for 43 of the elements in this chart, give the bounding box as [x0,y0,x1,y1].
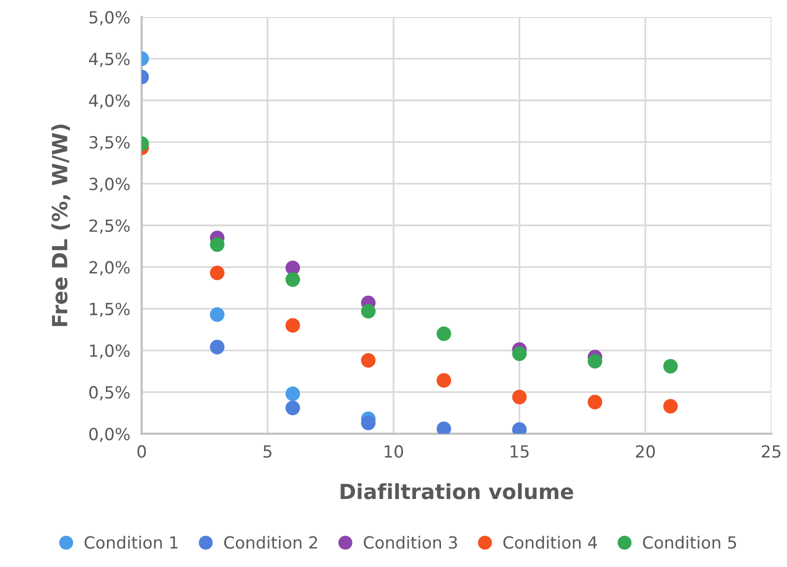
y-tick-label: 4,5% [89,52,130,67]
legend-label: Condition 5 [643,536,736,549]
point [663,398,678,414]
y-tick-label: 3,5% [89,136,130,150]
point [361,416,376,430]
point [588,354,602,369]
point [512,390,527,404]
x-tick-label: 15 [510,445,529,458]
point [285,272,300,287]
point [436,373,452,388]
y-tick-label: 0,5% [89,386,130,400]
point [285,318,300,333]
x-axis-title: Diafiltration volume [340,483,574,500]
point [361,353,376,368]
point [588,394,602,410]
x-tick-label: 20 [636,445,655,458]
point [436,326,452,342]
y-tick-label: 1,0% [90,344,130,359]
y-tick-label: 3,0% [89,178,130,192]
legend-label: Condition 1 [84,536,178,549]
y-tick-label: 0,0% [89,428,130,442]
point [285,386,300,402]
point [512,346,527,362]
y-tick-label: 1,5% [90,302,130,317]
point [210,266,224,280]
x-tick-label: 25 [762,445,780,458]
y-tick-label: 5,0% [89,10,130,26]
y-tick-label: 2,5% [89,219,130,234]
x-tick-label: 0 [137,445,146,458]
x-tick-label: 10 [384,445,403,458]
y-tick-label: 4,0% [89,94,130,109]
legend-label: Condition 4 [503,536,597,549]
point [663,358,678,374]
x-tick-label: 5 [264,445,272,458]
point [361,304,376,319]
legend-label: Condition 2 [224,536,318,549]
point [285,400,300,416]
y-axis-title: Free DL (%, W/W) [51,124,70,326]
legend-label: Condition 3 [364,536,457,549]
point [210,307,224,322]
point [210,340,224,354]
point [210,237,224,252]
y-tick-label: 2,0% [89,261,130,276]
